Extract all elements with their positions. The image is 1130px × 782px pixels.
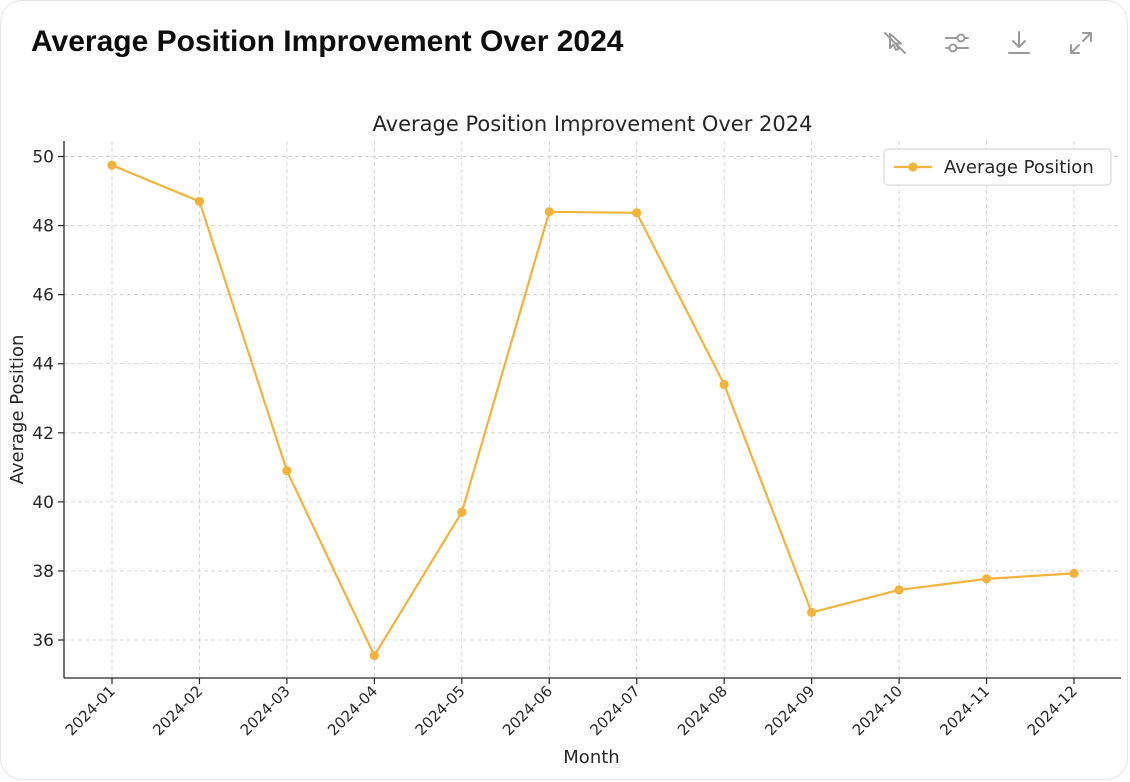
y-tick-label: 40 [32,493,54,513]
x-tick-label: 2024-06 [499,682,556,739]
y-tick-label: 36 [32,631,54,651]
y-tick-label: 48 [32,217,54,237]
x-tick-label: 2024-12 [1024,682,1081,739]
line-chart: Average Position Improvement Over 2024 36… [0,0,1130,782]
data-point [1069,569,1078,578]
data-point [195,197,204,206]
x-tick-label: 2024-04 [324,682,381,739]
data-point [107,161,116,170]
y-tick-label: 44 [32,355,54,375]
x-tick-label: 2024-01 [62,682,119,739]
y-axis-label: Average Position [7,335,28,485]
x-tick-label: 2024-11 [936,682,993,739]
data-point [370,651,379,660]
y-tick-label: 46 [32,286,54,306]
legend-marker [908,162,917,171]
x-axis-label: Month [563,747,619,768]
data-point [282,466,291,475]
data-point [720,380,729,389]
x-tick-label: 2024-08 [674,682,731,739]
data-point [982,574,991,583]
y-tick-label: 38 [32,562,54,582]
data-point [807,608,816,617]
y-tick-label: 50 [32,148,54,168]
x-tick-label: 2024-02 [149,682,206,739]
legend-label: Average Position [944,157,1094,178]
chart-title: Average Position Improvement Over 2024 [373,112,813,136]
x-tick-label: 2024-03 [237,682,294,739]
series-line [112,165,1074,655]
data-point [457,508,466,517]
data-point [894,585,903,594]
x-tick-label: 2024-05 [412,682,469,739]
x-tick-label: 2024-09 [761,682,818,739]
y-tick-label: 42 [32,424,54,444]
x-tick-label: 2024-10 [849,682,906,739]
data-point [632,208,641,217]
data-point [545,207,554,216]
x-tick-label: 2024-07 [587,682,644,739]
